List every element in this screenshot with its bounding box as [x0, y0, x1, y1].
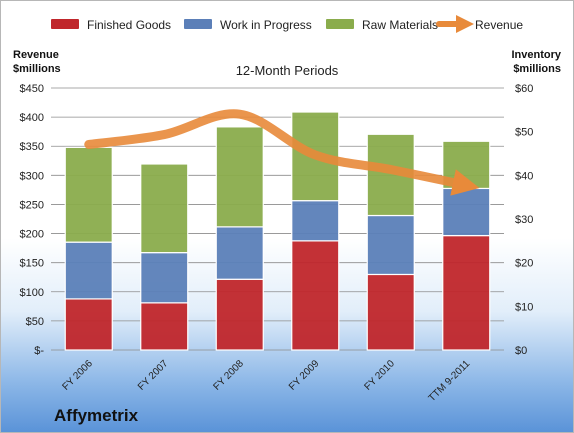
bar-raw-materials	[64, 146, 113, 243]
bar-work-in-progress	[366, 214, 415, 276]
bar-work-in-progress	[64, 241, 113, 300]
legend-label: Raw Materials	[362, 18, 438, 32]
bars	[64, 111, 491, 351]
bar-finished-goods	[291, 240, 340, 351]
right-axis-label-line1: Inventory	[511, 49, 561, 61]
bar-finished-goods	[215, 278, 264, 351]
left-tick-label: $100	[20, 287, 44, 299]
bar-work-in-progress	[215, 226, 264, 280]
right-tick-label: $20	[515, 258, 533, 270]
left-tick-label: $300	[20, 170, 44, 182]
bar-work-in-progress	[291, 200, 340, 242]
left-tick-label: $400	[20, 112, 44, 124]
legend-label: Work in Progress	[220, 18, 312, 32]
left-axis-label-line2: $millions	[13, 63, 61, 75]
left-axis-label-line1: Revenue	[13, 49, 59, 61]
x-tick-label: FY 2006	[60, 358, 95, 393]
legend-label: Finished Goods	[87, 18, 171, 32]
right-tick-label: $60	[515, 83, 533, 95]
x-tick-label: FY 2009	[287, 358, 322, 393]
revenue-line	[84, 109, 480, 196]
x-tick-label: FY 2007	[136, 358, 171, 393]
bar-work-in-progress	[442, 187, 491, 237]
bar-raw-materials	[140, 163, 189, 254]
right-axis-label-line2: $millions	[513, 63, 561, 75]
gridlines	[51, 87, 504, 351]
chart-title: 12-Month Periods	[236, 63, 339, 78]
left-tick-label: $150	[20, 258, 44, 270]
right-tick-label: $0	[515, 345, 527, 357]
legend-swatch-work-in-progress	[184, 19, 212, 29]
right-tick-label: $40	[515, 170, 533, 182]
chart: Finished Goods Work in Progress Raw Materi…	[13, 15, 562, 404]
left-tick-label: $450	[20, 83, 44, 95]
legend: Finished Goods Work in Progress Raw Materi…	[51, 15, 523, 33]
bar-work-in-progress	[140, 252, 189, 304]
left-tick-label: $200	[20, 229, 44, 241]
legend-swatch-raw-materials	[326, 19, 354, 29]
bar-finished-goods	[442, 234, 491, 351]
bar-raw-materials	[215, 126, 264, 228]
legend-swatch-finished-goods	[51, 19, 79, 29]
bar-finished-goods	[140, 302, 189, 351]
right-tick-label: $10	[515, 301, 533, 313]
left-tick-label: $250	[20, 199, 44, 211]
left-tick-label: $350	[20, 141, 44, 153]
right-tick-label: $30	[515, 214, 533, 226]
left-tick-label: $50	[26, 316, 44, 328]
revenue-line-path	[84, 109, 480, 196]
x-tick-label: TTM 9-2011	[427, 358, 473, 404]
company-name: Affymetrix	[54, 406, 139, 425]
legend-label: Revenue	[475, 18, 523, 32]
x-tick-label: FY 2008	[211, 358, 246, 393]
left-tick-label: $-	[34, 345, 44, 357]
x-tick-label: FY 2010	[362, 358, 397, 393]
right-tick-label: $50	[515, 127, 533, 139]
bar-finished-goods	[64, 298, 113, 351]
bar-finished-goods	[366, 273, 415, 351]
